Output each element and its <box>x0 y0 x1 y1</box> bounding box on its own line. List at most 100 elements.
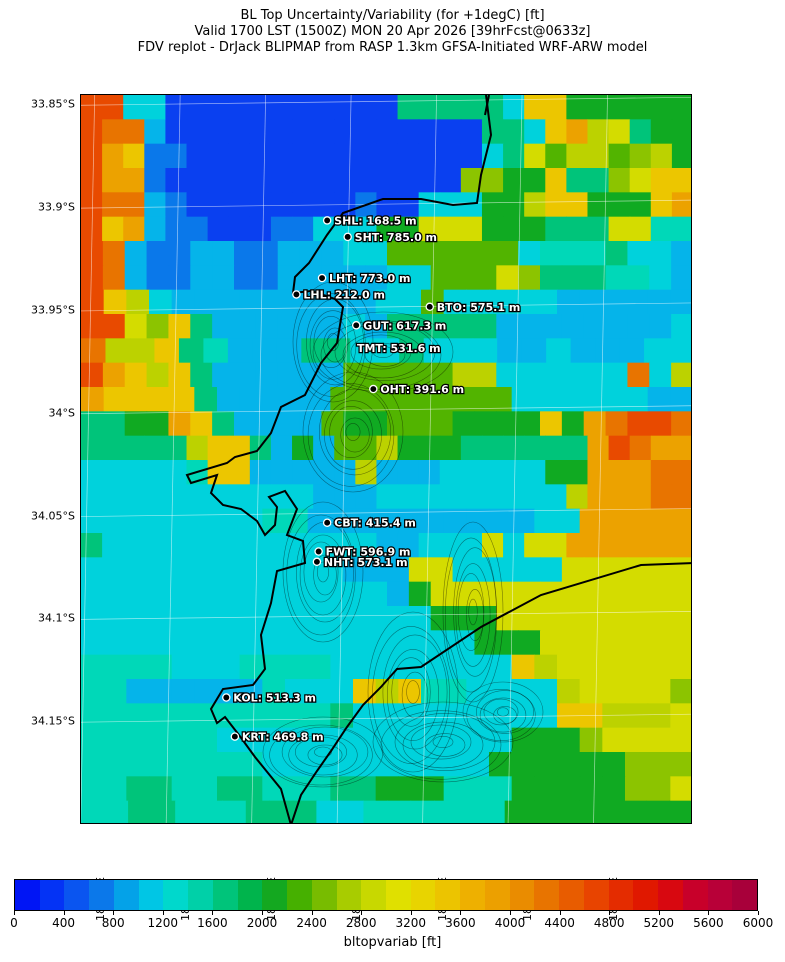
grid-cell <box>408 630 432 656</box>
grid-cell <box>81 654 105 680</box>
station-sht[interactable]: SHT: 785.0 m <box>343 230 438 245</box>
grid-cell <box>557 387 581 412</box>
contour-line <box>324 400 382 470</box>
grid-cell <box>126 703 150 729</box>
contour-line <box>462 681 544 743</box>
grid-cell <box>374 338 400 364</box>
station-nht[interactable]: NHT: 573.1 m <box>312 555 409 570</box>
station-lht[interactable]: LHT: 773.0 m <box>317 271 412 286</box>
grid-cell <box>629 216 652 242</box>
grid-cell <box>123 435 145 461</box>
station-fwt[interactable]: FWT: 596.9 m <box>314 544 412 560</box>
map-panel[interactable]: SHL: 168.5 m SHT: 785.0 m LHT: 773.0 m LHL:… <box>80 94 692 824</box>
parallel <box>81 405 691 415</box>
grid-cell <box>587 533 610 558</box>
grid-cell <box>255 265 279 291</box>
grid-cell <box>481 168 504 193</box>
grid-cell <box>124 630 148 656</box>
station-cbt[interactable]: CBT: 415.4 m <box>322 515 417 531</box>
grid-cell <box>503 192 525 218</box>
station-tmt[interactable]: TMT: 531.6 m <box>356 341 442 357</box>
colorbar-swatch <box>608 880 634 910</box>
grid-cell <box>376 435 399 461</box>
grid-cell <box>602 679 626 704</box>
station-label: LHT: 773.0 m <box>329 272 410 285</box>
grid-cell <box>190 241 213 266</box>
grid-cell <box>212 241 235 266</box>
grid-cell <box>528 800 553 823</box>
grid-cell <box>249 484 272 510</box>
grid-cell <box>103 727 127 753</box>
grid-cell <box>534 289 558 315</box>
station-label: NHT: 573.1 m <box>324 556 408 569</box>
grid-cell <box>579 776 603 802</box>
colorbar-tick-label: 5600 <box>693 916 724 930</box>
grid-cell <box>524 192 546 218</box>
grid-cell <box>313 460 335 485</box>
grid-cell <box>387 557 410 583</box>
grid-cell <box>343 362 366 388</box>
grid-cell <box>194 679 218 704</box>
grid-cell <box>365 581 388 607</box>
grid-cell <box>168 411 191 437</box>
grid-cell <box>534 387 558 412</box>
grid-cell <box>524 484 546 510</box>
station-gut[interactable]: GUT: 617.3 m <box>351 318 448 334</box>
station-marker <box>292 290 301 299</box>
grid-cell <box>194 289 218 315</box>
grid-cell <box>649 241 672 266</box>
grid-cell <box>457 800 482 823</box>
grid-cell <box>650 119 673 145</box>
colorbar-tick-label: 4400 <box>544 916 575 930</box>
grid-cell <box>144 460 167 485</box>
colorbar-tick <box>63 911 65 915</box>
grid-cell <box>557 654 581 680</box>
lat-tick-label: 33.95°S <box>31 303 75 317</box>
grid-cell <box>234 630 257 656</box>
grid-cell <box>534 727 558 753</box>
grid-cell <box>625 289 649 315</box>
grid-cell <box>277 265 301 291</box>
grid-cell <box>496 241 519 266</box>
contour-line <box>303 541 339 603</box>
grid-cell <box>481 216 504 242</box>
station-bto[interactable]: BTO: 575.1 m <box>425 300 522 315</box>
grid-cell <box>146 362 170 388</box>
grid-cell <box>421 387 445 412</box>
grid-cell <box>608 143 631 169</box>
grid-cell <box>299 606 323 631</box>
grid-cell <box>375 654 399 680</box>
station-krt[interactable]: KRT: 469.8 m <box>230 729 325 745</box>
grid-cell <box>207 143 230 169</box>
grid-cell <box>285 679 309 704</box>
grid-cell <box>165 216 188 242</box>
grid-cell <box>587 484 610 510</box>
grid-cell <box>292 143 314 169</box>
grid-cell <box>353 752 377 777</box>
grid-cell <box>198 800 223 823</box>
station-oht[interactable]: OHT: 391.6 m <box>369 382 465 397</box>
contour-line <box>424 733 466 757</box>
grid-cell <box>190 265 213 291</box>
station-lhl[interactable]: LHL: 212.0 m <box>292 287 386 303</box>
grid-cell <box>103 776 127 802</box>
grid-cell <box>277 581 301 607</box>
station-shl[interactable]: SHL: 168.5 m <box>322 213 418 229</box>
stations: SHL: 168.5 m SHT: 785.0 m LHT: 773.0 m LHL:… <box>222 213 522 745</box>
grid-cell <box>540 557 563 583</box>
grid-cell <box>81 533 103 558</box>
grid-cell <box>292 168 314 193</box>
grid-cell <box>524 533 546 558</box>
grid-cell <box>171 752 195 777</box>
grid-cell <box>627 630 650 656</box>
grid-cell <box>540 630 563 656</box>
station-kol[interactable]: KOL: 513.3 m <box>222 690 317 706</box>
grid-cell <box>627 557 650 583</box>
grid-cell <box>534 776 558 802</box>
grid-cell <box>497 338 523 364</box>
grid-cell <box>625 776 649 802</box>
grid-cell <box>671 314 691 339</box>
grid-cell <box>398 752 422 777</box>
grid-cell <box>375 508 399 534</box>
grid-cell <box>671 411 691 437</box>
